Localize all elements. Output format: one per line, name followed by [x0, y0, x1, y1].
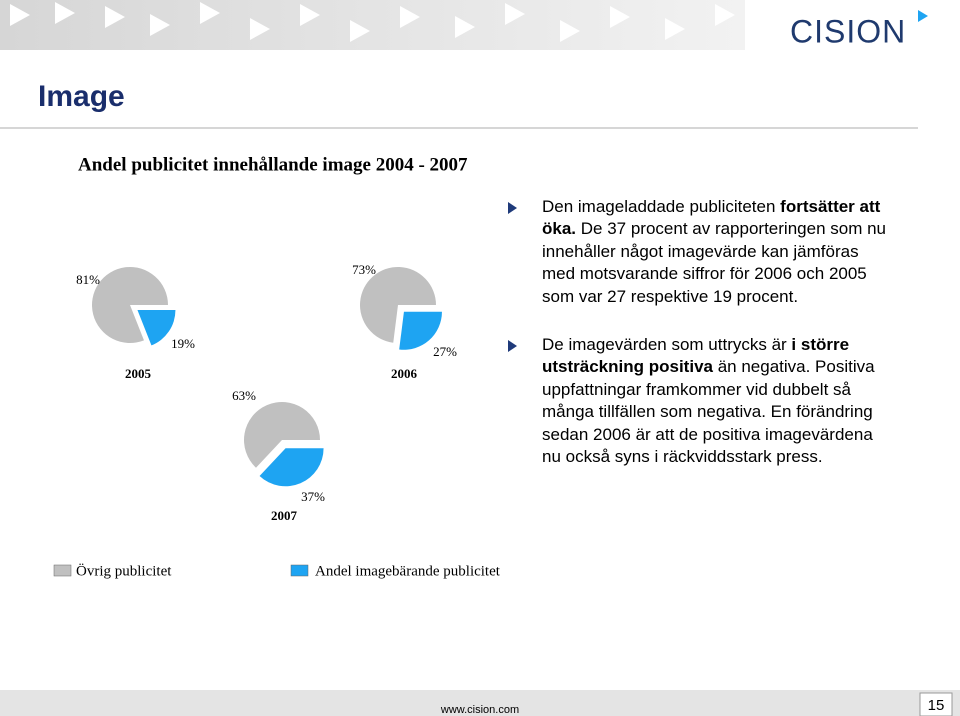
slide-title: Image [38, 80, 125, 113]
bullet-text: Den imageladdade publiciteten [542, 197, 781, 216]
pie-slice [244, 402, 320, 468]
value-label: 81% [76, 272, 100, 287]
bullet: Den imageladdade publiciteten fortsätter… [508, 196, 890, 308]
legend-label: Övrig publicitet [76, 562, 172, 579]
value-label: 63% [232, 388, 256, 403]
bullet: De imagevärden som uttrycks är i större … [508, 334, 890, 468]
footer-bar [0, 690, 960, 716]
pie-slice [259, 448, 324, 487]
bullet-text: De imagevärden som uttrycks är [542, 335, 792, 355]
legend-swatch [290, 564, 309, 577]
logo-arrow [918, 10, 928, 22]
bullet-list: Den imageladdade publiciteten fortsätter… [508, 196, 890, 494]
bullet-text: i större utsträckning positiva [542, 335, 850, 377]
value-label: 37% [301, 489, 325, 504]
pie-slice [91, 267, 168, 344]
value-label: 19% [171, 336, 195, 351]
legend-swatch [53, 564, 72, 577]
logo: CISION [790, 13, 906, 49]
value-label: 27% [433, 344, 457, 359]
bullet-text: än negativa. Positiva uppfattningar fram… [542, 357, 875, 467]
chart-title: Andel publicitet innehållande image 2004… [78, 154, 468, 175]
pie-title: 2006 [391, 366, 418, 381]
page-number: 15 [928, 697, 945, 714]
pie-title: 2007 [271, 508, 298, 523]
pie-title: 2005 [125, 366, 152, 381]
value-label: 73% [352, 262, 376, 277]
legend-label: Andel imagebärande publicitet [315, 563, 501, 579]
banner-arrows [10, 2, 735, 42]
pie-slice [399, 311, 442, 350]
banner [0, 0, 745, 50]
footer-url: www.cision.com [440, 704, 519, 716]
bullet-text: De 37 procent av rapporteringen som nu i… [542, 219, 886, 306]
page-box [919, 692, 953, 716]
pie-slice [137, 310, 176, 346]
pie-slice [360, 266, 436, 343]
bullet-text: fortsätter att öka. [542, 197, 881, 239]
